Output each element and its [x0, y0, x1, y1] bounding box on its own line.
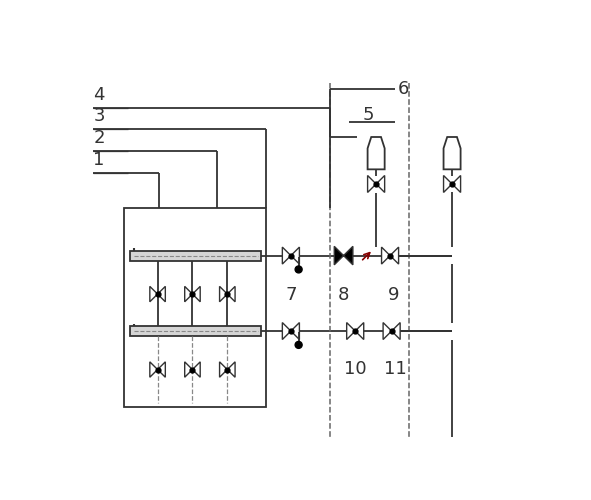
Bar: [124, 208, 266, 406]
Polygon shape: [444, 137, 460, 170]
Polygon shape: [383, 322, 392, 340]
Polygon shape: [185, 286, 193, 302]
Text: 7: 7: [285, 286, 297, 304]
Polygon shape: [150, 362, 158, 377]
Text: 2: 2: [93, 129, 105, 147]
Text: 4: 4: [93, 86, 105, 104]
Polygon shape: [193, 286, 200, 302]
Text: 5: 5: [362, 106, 374, 124]
Polygon shape: [444, 176, 452, 192]
Polygon shape: [282, 322, 291, 340]
Text: 3: 3: [93, 108, 105, 126]
Polygon shape: [158, 362, 165, 377]
Bar: [131, 250, 261, 260]
Polygon shape: [158, 286, 165, 302]
Polygon shape: [335, 246, 353, 265]
Polygon shape: [220, 362, 228, 377]
Text: 11: 11: [384, 360, 407, 378]
Text: 9: 9: [388, 286, 400, 304]
Bar: [131, 326, 261, 336]
Polygon shape: [185, 362, 193, 377]
Polygon shape: [193, 362, 200, 377]
Text: 10: 10: [344, 360, 366, 378]
Polygon shape: [220, 286, 228, 302]
Circle shape: [295, 266, 302, 273]
Circle shape: [295, 342, 302, 348]
Polygon shape: [452, 176, 460, 192]
Text: 1: 1: [93, 152, 105, 170]
Polygon shape: [347, 322, 355, 340]
Polygon shape: [228, 362, 235, 377]
Polygon shape: [355, 322, 363, 340]
Polygon shape: [282, 247, 291, 264]
Text: 8: 8: [338, 286, 349, 304]
Polygon shape: [228, 286, 235, 302]
Text: 6: 6: [398, 80, 409, 98]
Polygon shape: [368, 176, 376, 192]
Polygon shape: [376, 176, 385, 192]
Polygon shape: [392, 322, 400, 340]
Polygon shape: [382, 247, 390, 264]
Polygon shape: [390, 247, 398, 264]
Polygon shape: [291, 247, 300, 264]
Polygon shape: [368, 137, 385, 170]
Polygon shape: [150, 286, 158, 302]
Polygon shape: [291, 322, 300, 340]
